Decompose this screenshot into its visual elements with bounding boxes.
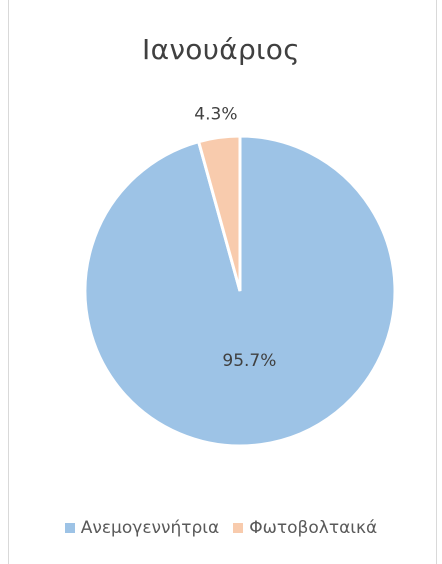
legend-item-photovoltaic: Φωτοβολταικά: [233, 518, 377, 538]
pie-chart: 95.7% 4.3%: [83, 105, 397, 448]
chart-frame-right-border: [436, 0, 437, 564]
legend-label-wind-turbine: Ανεμογεννήτρια: [80, 518, 220, 538]
pie-data-labels: 95.7% 4.3%: [194, 105, 276, 371]
pie-slices: [83, 134, 397, 448]
legend-swatch-wind-turbine: [64, 523, 75, 533]
legend-item-wind-turbine: Ανεμογεννήτρια: [64, 518, 220, 538]
chart-title: Ιανουάριος: [142, 33, 300, 66]
chart-legend: Ανεμογεννήτρια Φωτοβολταικά: [0, 518, 442, 538]
legend-label-photovoltaic: Φωτοβολταικά: [249, 518, 378, 538]
data-label-photovoltaic: 4.3%: [194, 105, 237, 125]
pie-slice-photovoltaic: [196, 134, 242, 292]
data-label-wind-turbine: 95.7%: [222, 351, 276, 371]
chart-frame-left-border: [8, 0, 9, 564]
legend-swatch-photovoltaic: [233, 523, 244, 533]
